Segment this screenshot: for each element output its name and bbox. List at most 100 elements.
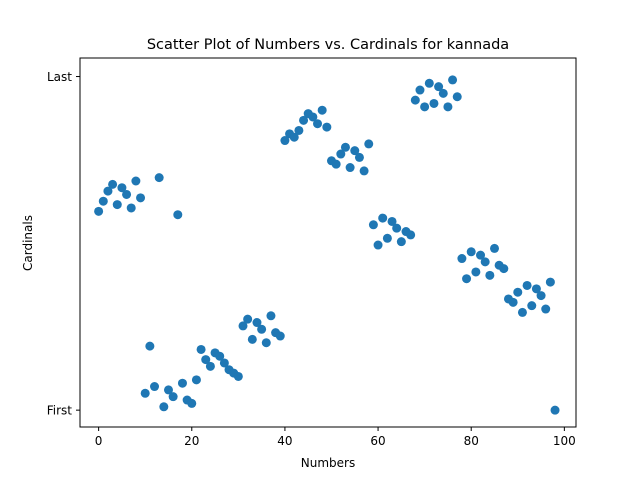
- data-point-71: [424, 78, 434, 88]
- data-point-16: [168, 392, 178, 402]
- data-point-43: [294, 125, 304, 135]
- data-point-62: [382, 233, 392, 243]
- data-point-7: [126, 203, 136, 213]
- data-point-11: [145, 341, 155, 351]
- data-point-17: [173, 210, 183, 220]
- data-point-30: [233, 371, 243, 381]
- x-tick-label: 20: [184, 434, 199, 448]
- data-point-72: [429, 98, 439, 108]
- plot-area-frame: [79, 57, 577, 428]
- data-point-32: [243, 314, 253, 324]
- data-point-63: [387, 216, 397, 226]
- data-point-39: [275, 331, 285, 341]
- data-point-26: [215, 351, 225, 361]
- x-tick-label: 100: [553, 434, 576, 448]
- data-point-91: [517, 307, 527, 317]
- data-point-76: [448, 75, 458, 85]
- data-point-83: [480, 257, 490, 267]
- x-axis-label: Numbers: [301, 456, 355, 470]
- data-point-89: [508, 297, 518, 307]
- data-point-52: [336, 149, 346, 159]
- chart-title: Scatter Plot of Numbers vs. Cardinals fo…: [147, 37, 509, 53]
- data-point-70: [420, 102, 430, 112]
- y-tick-label: Last: [47, 70, 72, 84]
- data-point-57: [359, 166, 369, 176]
- data-point-53: [340, 142, 350, 152]
- data-point-46: [308, 112, 318, 122]
- y-tick-label: First: [47, 404, 73, 418]
- data-point-92: [522, 280, 532, 290]
- data-point-42: [289, 132, 299, 142]
- data-point-67: [406, 230, 416, 240]
- data-point-64: [392, 223, 402, 233]
- data-point-59: [368, 220, 378, 230]
- data-point-4: [112, 200, 122, 210]
- data-point-60: [373, 240, 383, 250]
- data-point-9: [136, 193, 146, 203]
- data-point-5: [117, 183, 127, 193]
- data-point-54: [345, 163, 355, 173]
- y-axis-label: Cardinals: [21, 215, 35, 271]
- data-point-98: [550, 405, 560, 415]
- data-point-93: [527, 301, 537, 311]
- y-axis: First Last: [47, 70, 80, 418]
- points-layer: [94, 75, 560, 415]
- data-point-49: [322, 122, 332, 132]
- data-point-77: [452, 92, 462, 102]
- data-point-69: [415, 85, 425, 95]
- data-point-55: [350, 146, 360, 156]
- data-point-27: [219, 358, 229, 368]
- data-point-73: [434, 82, 444, 92]
- data-point-75: [443, 102, 453, 112]
- data-point-94: [531, 284, 541, 294]
- data-point-58: [364, 139, 374, 149]
- data-point-13: [154, 173, 164, 183]
- data-point-85: [490, 243, 499, 253]
- data-point-22: [196, 344, 206, 354]
- data-point-56: [354, 152, 364, 162]
- x-tick-label: 0: [95, 434, 103, 448]
- data-point-0: [94, 206, 104, 216]
- data-point-90: [513, 287, 523, 297]
- data-point-8: [131, 176, 141, 186]
- x-tick-label: 60: [370, 434, 385, 448]
- data-point-2: [103, 186, 113, 196]
- data-point-18: [177, 378, 187, 388]
- data-point-14: [159, 402, 169, 412]
- data-point-12: [150, 382, 160, 392]
- data-point-87: [499, 264, 509, 274]
- data-point-79: [462, 274, 472, 284]
- data-point-48: [317, 105, 327, 115]
- data-point-65: [396, 237, 406, 247]
- data-point-3: [108, 179, 118, 189]
- data-point-33: [247, 334, 257, 344]
- data-point-6: [122, 189, 132, 199]
- data-point-82: [476, 250, 486, 260]
- data-point-97: [545, 277, 555, 287]
- data-point-84: [485, 270, 495, 280]
- data-point-35: [257, 324, 267, 334]
- data-point-47: [313, 119, 323, 129]
- data-point-36: [261, 338, 271, 348]
- data-point-81: [471, 267, 481, 277]
- data-point-34: [252, 318, 262, 328]
- data-point-10: [140, 388, 150, 398]
- data-point-15: [163, 385, 173, 395]
- data-point-24: [205, 361, 215, 371]
- x-tick-label: 40: [277, 434, 292, 448]
- data-point-68: [410, 95, 420, 105]
- data-point-78: [457, 254, 467, 264]
- data-point-1: [98, 196, 108, 206]
- data-point-80: [466, 247, 476, 257]
- data-point-61: [378, 213, 388, 223]
- data-point-51: [331, 159, 341, 169]
- data-point-95: [536, 291, 546, 301]
- data-point-37: [266, 311, 276, 321]
- data-point-20: [187, 398, 197, 408]
- data-point-74: [438, 88, 448, 98]
- x-axis: 0 20 40 60 80 100: [95, 427, 576, 448]
- data-point-40: [280, 136, 290, 146]
- data-point-96: [541, 304, 551, 314]
